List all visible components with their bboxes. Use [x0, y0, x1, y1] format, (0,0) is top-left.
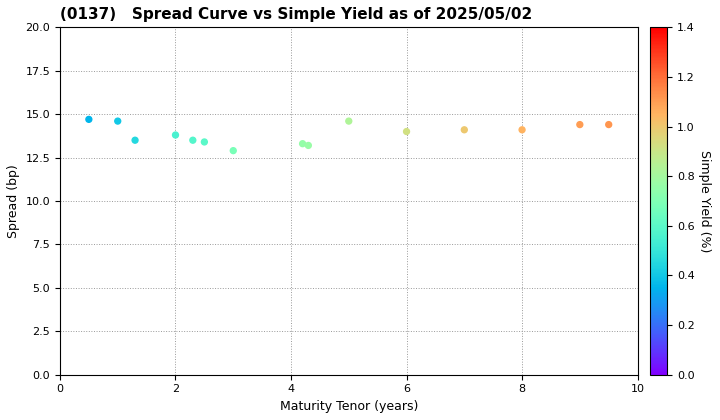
Point — [187, 137, 199, 144]
Point — [170, 131, 181, 138]
Text: (0137)   Spread Curve vs Simple Yield as of 2025/05/02: (0137) Spread Curve vs Simple Yield as o… — [60, 7, 532, 22]
Point — [574, 121, 585, 128]
Point — [228, 147, 239, 154]
Y-axis label: Simple Yield (%): Simple Yield (%) — [698, 150, 711, 252]
Point — [199, 139, 210, 145]
Point — [343, 118, 354, 124]
Point — [83, 116, 94, 123]
Y-axis label: Spread (bp): Spread (bp) — [7, 164, 20, 238]
Point — [603, 121, 614, 128]
Point — [401, 128, 413, 135]
Point — [459, 126, 470, 133]
Point — [112, 118, 124, 124]
X-axis label: Maturity Tenor (years): Maturity Tenor (years) — [279, 400, 418, 413]
Point — [302, 142, 314, 149]
Point — [516, 126, 528, 133]
Point — [297, 140, 308, 147]
Point — [130, 137, 141, 144]
